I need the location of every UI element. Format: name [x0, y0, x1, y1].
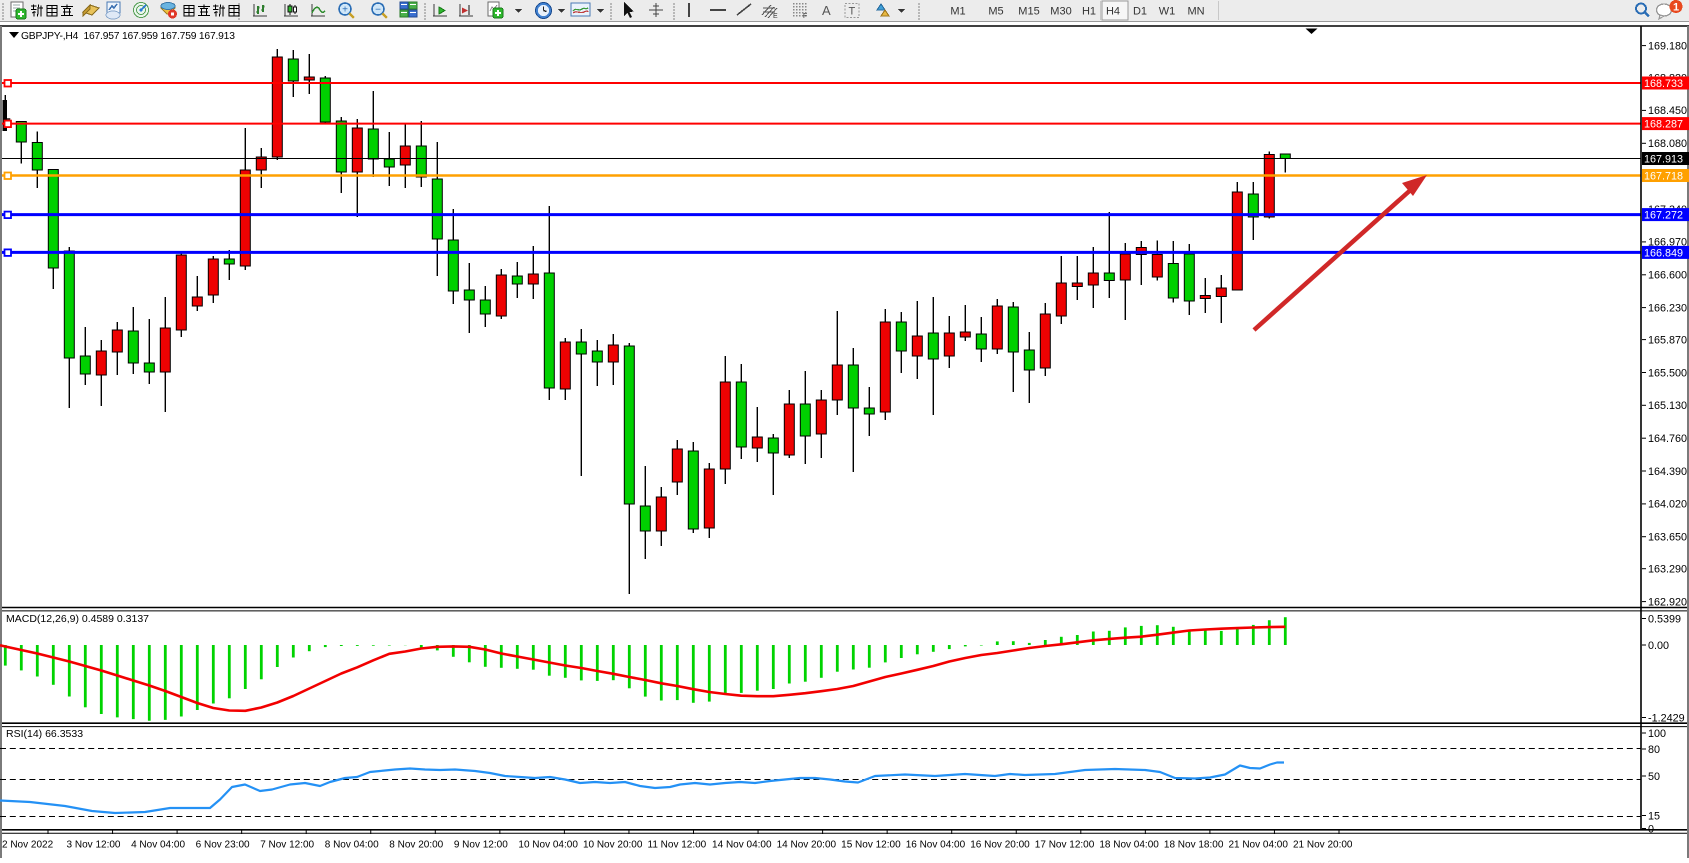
svg-text:T: T: [849, 6, 856, 18]
svg-text:169.180: 169.180: [1648, 40, 1687, 52]
svg-text:0: 0: [1648, 823, 1654, 835]
svg-text:GBPJPY-,H4 167.957 167.959 16: GBPJPY-,H4 167.957 167.959 167.759 167.9…: [21, 31, 235, 42]
svg-text:80: 80: [1648, 744, 1660, 756]
svg-text:18 Nov 04:00: 18 Nov 04:00: [1099, 840, 1159, 851]
svg-text:F: F: [803, 13, 807, 20]
svg-text:163.290: 163.290: [1648, 564, 1687, 576]
svg-text:165.130: 165.130: [1648, 400, 1687, 412]
svg-text:10 Nov 04:00: 10 Nov 04:00: [518, 840, 578, 851]
svg-text:21 Nov 04:00: 21 Nov 04:00: [1228, 840, 1288, 851]
svg-text:164.760: 164.760: [1648, 433, 1687, 445]
svg-text:15: 15: [1648, 810, 1660, 822]
svg-text:16 Nov 04:00: 16 Nov 04:00: [906, 840, 966, 851]
svg-text:166.849: 166.849: [1644, 247, 1683, 259]
svg-text:168.287: 168.287: [1644, 119, 1683, 131]
svg-text:164.390: 164.390: [1648, 466, 1687, 478]
svg-text:17 Nov 12:00: 17 Nov 12:00: [1035, 840, 1095, 851]
svg-text:165.870: 165.870: [1648, 334, 1687, 346]
svg-text:H1: H1: [1082, 6, 1096, 18]
svg-text:167.272: 167.272: [1644, 210, 1683, 222]
svg-text:0.00: 0.00: [1648, 640, 1669, 652]
svg-text:4 Nov 04:00: 4 Nov 04:00: [131, 840, 185, 851]
svg-text:D1: D1: [1133, 6, 1147, 18]
svg-text:166.970: 166.970: [1648, 237, 1687, 249]
svg-text:3 Nov 12:00: 3 Nov 12:00: [67, 840, 121, 851]
svg-text:11 Nov 12:00: 11 Nov 12:00: [648, 840, 707, 851]
svg-text:100: 100: [1648, 728, 1666, 740]
svg-text:M1: M1: [950, 6, 965, 18]
svg-text:166.230: 166.230: [1648, 302, 1687, 314]
svg-text:-1.2429: -1.2429: [1648, 712, 1685, 724]
svg-text:14 Nov 04:00: 14 Nov 04:00: [712, 840, 772, 851]
svg-text:8 Nov 04:00: 8 Nov 04:00: [325, 840, 379, 851]
svg-text:15 Nov 12:00: 15 Nov 12:00: [841, 840, 901, 851]
svg-text:14 Nov 20:00: 14 Nov 20:00: [777, 840, 837, 851]
svg-text:MACD(12,26,9) 0.4589 0.3137: MACD(12,26,9) 0.4589 0.3137: [6, 613, 149, 625]
svg-text:18 Nov 18:00: 18 Nov 18:00: [1164, 840, 1224, 851]
svg-text:168.080: 168.080: [1648, 138, 1687, 150]
svg-text:7 Nov 12:00: 7 Nov 12:00: [260, 840, 314, 851]
svg-text:166.600: 166.600: [1648, 270, 1687, 282]
svg-text:2 Nov 2022: 2 Nov 2022: [2, 840, 54, 851]
svg-text:167.718: 167.718: [1644, 170, 1683, 182]
svg-text:8 Nov 20:00: 8 Nov 20:00: [389, 840, 443, 851]
svg-text:164.020: 164.020: [1648, 499, 1687, 511]
svg-text:9 Nov 12:00: 9 Nov 12:00: [454, 840, 508, 851]
svg-text:A: A: [822, 3, 831, 18]
svg-text:16 Nov 20:00: 16 Nov 20:00: [970, 840, 1030, 851]
svg-text:W1: W1: [1159, 6, 1176, 18]
svg-text:1: 1: [1673, 2, 1679, 14]
svg-text:168.450: 168.450: [1648, 105, 1687, 117]
svg-text:RSI(14) 66.3533: RSI(14) 66.3533: [6, 728, 83, 740]
svg-text:21 Nov 20:00: 21 Nov 20:00: [1293, 840, 1353, 851]
svg-text:M5: M5: [988, 6, 1003, 18]
svg-text:6 Nov 23:00: 6 Nov 23:00: [196, 840, 250, 851]
svg-text:50: 50: [1648, 771, 1660, 783]
svg-text:10 Nov 20:00: 10 Nov 20:00: [583, 840, 643, 851]
svg-text:M15: M15: [1018, 6, 1039, 18]
svg-text:165.500: 165.500: [1648, 367, 1687, 379]
svg-text:167.913: 167.913: [1644, 153, 1683, 165]
svg-text:163.650: 163.650: [1648, 532, 1687, 544]
svg-text:168.733: 168.733: [1644, 78, 1683, 90]
svg-text:0.5399: 0.5399: [1648, 613, 1681, 625]
svg-text:162.920: 162.920: [1648, 596, 1687, 608]
svg-text:+: +: [342, 5, 348, 16]
svg-text:E: E: [773, 13, 778, 20]
svg-text:−: −: [375, 5, 381, 16]
svg-text:M30: M30: [1050, 6, 1071, 18]
svg-text:H4: H4: [1106, 6, 1120, 18]
svg-text:MN: MN: [1187, 6, 1204, 18]
